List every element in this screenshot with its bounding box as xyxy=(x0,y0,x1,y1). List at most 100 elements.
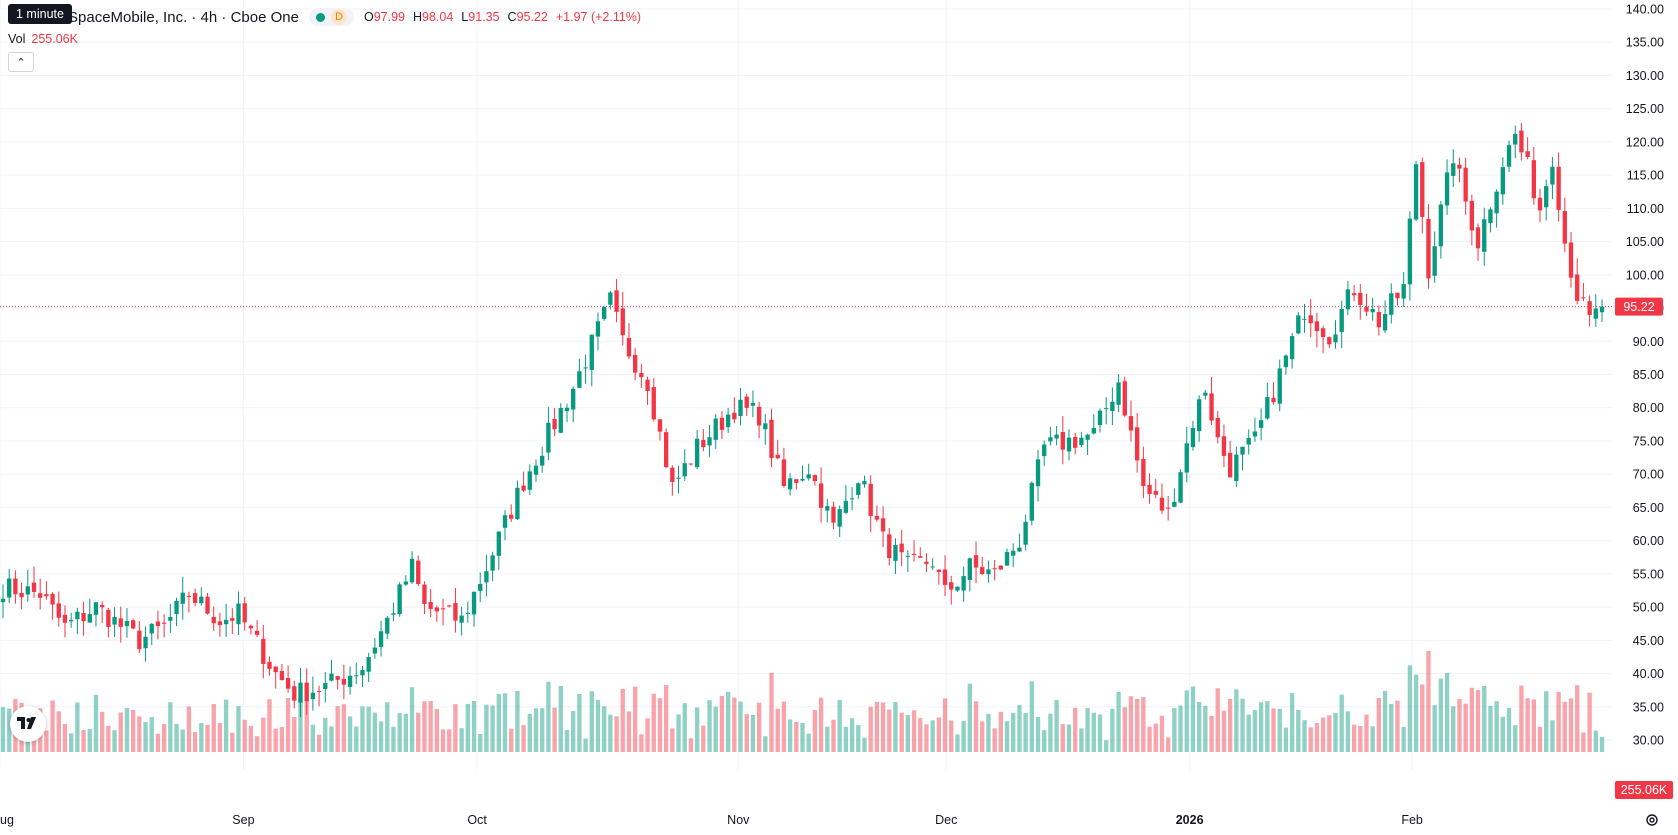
candle-body xyxy=(1265,397,1270,419)
candle-body xyxy=(744,396,749,408)
volume-bar xyxy=(1519,685,1524,752)
volume-bar xyxy=(564,730,570,752)
candle-body xyxy=(242,603,247,623)
candle-body xyxy=(341,678,347,685)
candle-body xyxy=(1432,246,1437,276)
volume-bar xyxy=(93,694,99,752)
close-label: C xyxy=(507,10,517,24)
y-tick-label: 115.00 xyxy=(1627,169,1664,183)
volume-bar xyxy=(856,724,861,752)
volume-bar xyxy=(1190,686,1196,752)
time-axis: ug Sep Oct Nov Dec 2026 Feb xyxy=(0,813,1423,827)
candle-body xyxy=(1351,293,1357,296)
candle-body xyxy=(509,514,514,519)
volume-bar xyxy=(0,706,6,752)
candle-body xyxy=(862,481,867,485)
candle-body xyxy=(626,337,632,357)
volume-bar xyxy=(1382,690,1388,752)
candle-body xyxy=(825,506,830,511)
volume-bar xyxy=(955,734,960,752)
volume-bar xyxy=(1395,700,1400,752)
volume-bar xyxy=(509,728,514,752)
candle-body xyxy=(1128,416,1134,431)
candle-body xyxy=(571,388,576,410)
volume-bar xyxy=(1457,699,1462,752)
candle-body xyxy=(372,647,378,654)
candle-body xyxy=(1196,399,1202,432)
volume-bar xyxy=(1494,701,1499,752)
volume-bar xyxy=(571,711,576,752)
candle-body xyxy=(1320,328,1326,338)
volume-bar xyxy=(1488,705,1493,752)
candle-body xyxy=(366,657,371,672)
volume-bar xyxy=(831,719,836,752)
candle-body xyxy=(1451,163,1456,176)
x-tick-label: Oct xyxy=(467,813,487,827)
volume-bar xyxy=(1537,726,1543,752)
settings-gear-icon[interactable] xyxy=(1644,812,1660,828)
volume-bar xyxy=(118,712,123,752)
candle-body xyxy=(1550,166,1555,185)
candle-body xyxy=(1184,443,1189,473)
candle-body xyxy=(304,682,309,702)
volume-bar xyxy=(254,736,260,752)
candle-body xyxy=(465,612,470,614)
candle-body xyxy=(1190,427,1196,448)
candle-body xyxy=(533,465,539,475)
market-status-pill[interactable]: D xyxy=(308,8,354,26)
y-tick-label: 135.00 xyxy=(1626,36,1664,50)
volume-bar xyxy=(1407,665,1413,752)
volume-bar xyxy=(862,737,867,752)
volume-bar xyxy=(354,726,359,752)
volume-bar xyxy=(589,691,594,752)
candle-body xyxy=(1513,133,1518,145)
low-label: L xyxy=(461,10,469,24)
y-tick-label: 65.00 xyxy=(1633,501,1664,515)
candle-body xyxy=(899,543,904,553)
volume-bar xyxy=(1017,705,1022,752)
candle-body xyxy=(1469,200,1475,231)
volume-bar xyxy=(1128,696,1134,752)
candle-body xyxy=(843,500,849,513)
volume-bar xyxy=(756,702,762,752)
candle-body xyxy=(924,561,929,565)
volume-bar xyxy=(106,725,111,752)
candle-body xyxy=(1525,151,1530,158)
candle-body xyxy=(1599,306,1605,313)
candle-body xyxy=(1104,408,1109,410)
volume-bar xyxy=(1110,708,1115,752)
chevron-up-icon: ⌃ xyxy=(16,56,26,69)
collapse-legend-button[interactable]: ⌃ xyxy=(8,52,34,72)
candle-body xyxy=(192,593,198,603)
volume-bar xyxy=(75,702,80,752)
symbol-title[interactable]: SpaceMobile, Inc. · 4h · Cboe One xyxy=(68,8,299,26)
volume-bar xyxy=(887,709,892,752)
candle-body xyxy=(279,671,285,681)
candle-body xyxy=(800,478,805,481)
volume-bar xyxy=(868,706,873,752)
chart-grid xyxy=(0,0,1612,770)
volume-bar xyxy=(490,705,495,752)
candle-body xyxy=(1165,507,1171,509)
volume-bar xyxy=(1351,724,1357,752)
candle-body xyxy=(1593,308,1598,319)
volume-bar xyxy=(540,708,545,752)
y-tick-label: 75.00 xyxy=(1633,434,1664,448)
candle-body xyxy=(316,690,322,692)
candle-body xyxy=(130,620,136,629)
tradingview-logo[interactable] xyxy=(10,706,46,742)
volume-bar xyxy=(1562,701,1567,752)
volume-bar xyxy=(682,703,687,752)
candle-body xyxy=(199,596,204,604)
volume-bar xyxy=(1258,702,1264,752)
volume-bar xyxy=(385,702,390,752)
candle-body xyxy=(217,621,223,626)
candle-body xyxy=(118,618,123,627)
volume-bar xyxy=(1011,712,1016,752)
volume-bar xyxy=(942,698,948,752)
candle-body xyxy=(831,506,836,523)
volume-bar xyxy=(31,730,37,752)
candle-body xyxy=(1091,428,1096,434)
volume-bar xyxy=(775,708,780,752)
